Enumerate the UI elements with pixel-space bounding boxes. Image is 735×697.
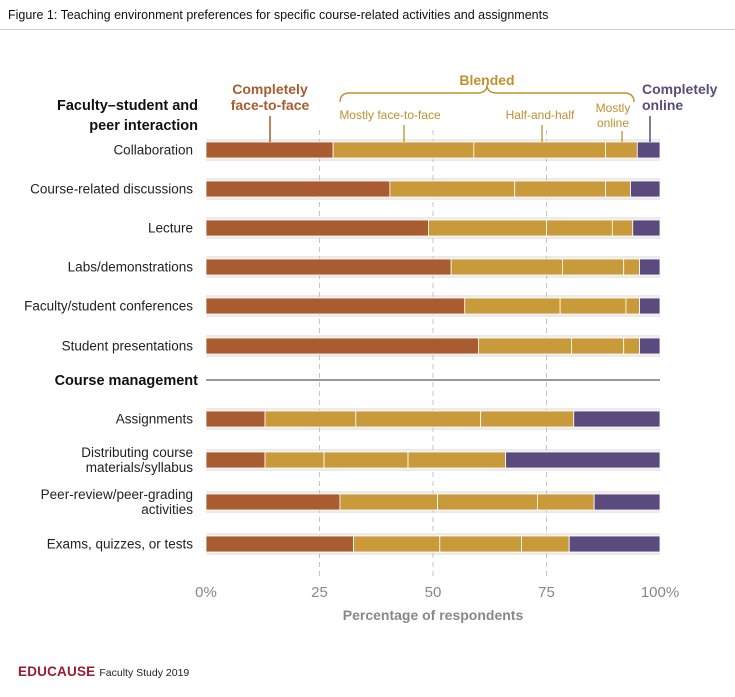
row-label: Collaboration [113, 143, 193, 158]
bar-segment-half-and-half [571, 337, 625, 355]
footer-note: Faculty Study 2019 [99, 667, 190, 679]
group-header: peer interaction [89, 118, 198, 134]
bar-segment-half-and-half [437, 493, 538, 511]
bar-segment-mostly-online [521, 535, 570, 553]
legend-completely-online: Completely [642, 81, 718, 97]
bar-segment-completely-online [568, 535, 661, 553]
bar-segment-completely-face-to-face [205, 535, 354, 553]
bar-segment-half-and-half [473, 141, 606, 159]
bar-segment-completely-face-to-face [205, 141, 334, 159]
bar-segment-mostly-online [480, 410, 575, 428]
bar-segment-mostly-face-to-face [464, 297, 561, 315]
legend-mostly-online: online [597, 116, 629, 130]
legend-completely-face-to-face: face-to-face [231, 97, 310, 113]
bar-segment-half-and-half [546, 219, 613, 237]
legend-completely-online: online [642, 97, 683, 113]
bar-segment-mostly-online [611, 219, 634, 237]
bar-segment-mostly-face-to-face [428, 219, 547, 237]
bar-segment-completely-face-to-face [205, 258, 452, 276]
bar-segment-half-and-half [559, 297, 627, 315]
row-label: materials/syllabus [86, 460, 194, 475]
bar-segment-completely-face-to-face [205, 297, 466, 315]
bar-segment-mostly-face-to-face [450, 258, 563, 276]
bar-segment-mostly-online [407, 451, 507, 469]
bar-segment-completely-online [573, 410, 661, 428]
bar-segment-completely-online [639, 337, 661, 355]
bar-segment-mostly-online [623, 337, 640, 355]
legend-half-and-half: Half-and-half [506, 108, 575, 122]
figure-title: Figure 1: Teaching environment preferenc… [8, 8, 549, 22]
x-tick-label: 75 [538, 584, 555, 601]
bar-segment-completely-online [593, 493, 661, 511]
row-label: Course-related discussions [30, 182, 193, 197]
row-label: Labs/demonstrations [68, 260, 194, 275]
stacked-bar-chart: Faculty–student and peer interaction Cours… [24, 72, 718, 623]
bar-segment-half-and-half [561, 258, 625, 276]
group-header: Faculty–student and [57, 98, 198, 114]
row-label: Lecture [148, 221, 193, 236]
bar-segment-mostly-face-to-face [389, 180, 516, 198]
group-header: Course management [55, 373, 199, 389]
bar-segment-completely-face-to-face [205, 410, 266, 428]
legend-blended-group: Blended [459, 72, 514, 88]
x-tick-label: 100% [641, 584, 679, 601]
bar-segment-half-and-half [514, 180, 606, 198]
bar-segment-completely-online [639, 258, 661, 276]
bar-segment-mostly-online [605, 141, 638, 159]
bar-segment-mostly-online [623, 258, 640, 276]
bar-segment-completely-face-to-face [205, 451, 266, 469]
row-label: Distributing course [81, 445, 193, 460]
x-tick-label: 50 [425, 584, 442, 601]
row-label: activities [141, 502, 193, 517]
bar-segment-mostly-face-to-face [264, 410, 357, 428]
footer: EDUCAUSE Faculty Study 2019 [18, 664, 189, 679]
title-divider [0, 29, 735, 30]
bar-segment-half-and-half [355, 410, 482, 428]
legend-mostly-face-to-face: Mostly face-to-face [339, 108, 441, 122]
bar-segment-mostly-online [605, 180, 631, 198]
bar-segment-completely-online [636, 141, 661, 159]
row-label: Exams, quizzes, or tests [47, 537, 194, 552]
bar-segment-completely-face-to-face [205, 219, 429, 237]
row-label: Peer-review/peer-grading [41, 487, 193, 502]
bar-segment-mostly-face-to-face [339, 493, 438, 511]
bar-segment-completely-online [505, 451, 661, 469]
bar-segment-completely-online [632, 219, 661, 237]
bar-segment-completely-online [630, 180, 661, 198]
row-label: Faculty/student conferences [24, 299, 193, 314]
bar-segment-mostly-face-to-face [477, 337, 572, 355]
bar-segment-mostly-face-to-face [353, 535, 441, 553]
bar-segment-completely-face-to-face [205, 180, 391, 198]
bar-segment-mostly-face-to-face [264, 451, 325, 469]
educause-logo: EDUCAUSE [18, 664, 96, 679]
bar-segment-half-and-half [323, 451, 409, 469]
row-label: Student presentations [62, 339, 194, 354]
x-axis-title: Percentage of respondents [343, 607, 524, 623]
bar-segment-completely-online [639, 297, 661, 315]
bar-segment-mostly-online [537, 493, 595, 511]
legend-completely-face-to-face: Completely [232, 81, 308, 97]
bar-segment-mostly-online [625, 297, 640, 315]
x-tick-label: 0% [195, 584, 217, 601]
legend-mostly-online: Mostly [596, 101, 631, 115]
bar-segment-completely-face-to-face [205, 337, 479, 355]
bar-segment-mostly-face-to-face [332, 141, 475, 159]
row-label: Assignments [116, 412, 194, 427]
bar-segment-completely-face-to-face [205, 493, 341, 511]
legend-blended-bracket [339, 84, 635, 103]
bar-segment-half-and-half [439, 535, 522, 553]
x-tick-label: 25 [311, 584, 328, 601]
